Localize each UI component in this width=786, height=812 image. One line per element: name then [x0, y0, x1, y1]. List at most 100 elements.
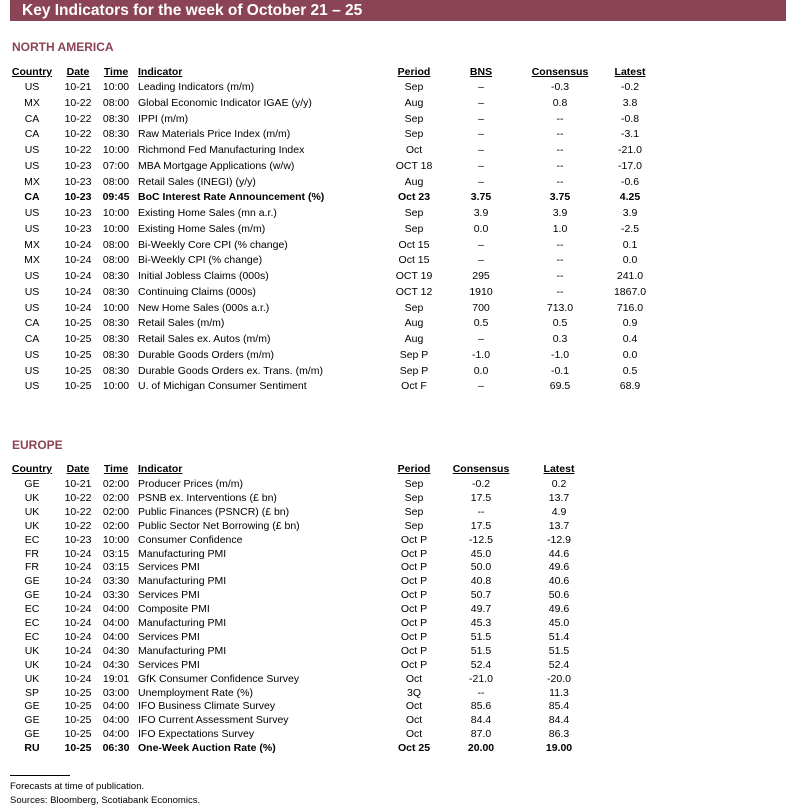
- table-row: FR 10-24 03:15 Services PMI Oct P 50.0 49.6: [0, 561, 786, 576]
- cell-time: 10:00: [102, 533, 130, 546]
- cell-date: 10-24: [64, 658, 92, 671]
- cell-latest: 0.2: [551, 478, 567, 490]
- cell-time: 08:00: [102, 96, 130, 109]
- cell-indicator: Raw Materials Price Index (m/m): [138, 128, 291, 141]
- cell-indicator: IPPI (m/m): [138, 112, 189, 125]
- cell-country: US: [24, 301, 40, 314]
- cell-bns: 1910: [469, 285, 493, 298]
- cell-consensus: 17.5: [470, 491, 492, 504]
- table-row: CA 10-23 09:45 BoC Interest Rate Announceme…: [0, 191, 786, 206]
- cell-latest: -12.9: [547, 533, 571, 546]
- table-header: Country Date Time Indicator Period Consensus L…: [0, 463, 786, 478]
- cell-country: US: [24, 364, 40, 377]
- cell-date: 10-24: [64, 672, 92, 685]
- cell-country: FR: [25, 561, 39, 574]
- cell-bns: –: [478, 175, 484, 188]
- cell-indicator: MBA Mortgage Applications (w/w): [138, 159, 295, 172]
- cell-time: 08:30: [102, 348, 130, 361]
- cell-indicator: U. of Michigan Consumer Sentiment: [138, 380, 307, 393]
- cell-period: Sep: [404, 478, 424, 490]
- cell-consensus: --: [556, 238, 564, 251]
- cell-time: 10:00: [102, 380, 130, 393]
- cell-latest: -3.1: [620, 128, 640, 141]
- cell-latest: 13.7: [548, 519, 570, 532]
- cell-indicator: Consumer Confidence: [138, 533, 243, 546]
- cell-indicator: Manufacturing PMI: [138, 575, 227, 588]
- table-row: EC 10-24 04:00 Manufacturing PMI Oct P 45.3 45…: [0, 617, 786, 632]
- cell-latest: 0.0: [622, 254, 638, 267]
- cell-bns: –: [478, 128, 484, 141]
- table-row: GE 10-21 02:00 Producer Prices (m/m) Sep -0.2…: [0, 478, 786, 493]
- cell-country: CA: [24, 317, 40, 330]
- cell-indicator: Retail Sales ex. Autos (m/m): [138, 333, 271, 345]
- cell-period: Oct P: [400, 603, 428, 616]
- table-row: CA 10-25 08:30 Retail Sales ex. Autos (m/m)…: [0, 333, 786, 348]
- cell-consensus: 3.9: [552, 207, 568, 219]
- column-header-period: Period: [397, 463, 431, 475]
- table-row: MX 10-24 08:00 Bi-Weekly Core CPI (% change…: [0, 239, 786, 254]
- table-row: SP 10-25 03:00 Unemployment Rate (%) 3Q -- 11.…: [0, 687, 786, 702]
- cell-period: Oct P: [400, 561, 428, 574]
- cell-country: UK: [24, 519, 40, 532]
- cell-period: Oct: [405, 714, 423, 727]
- cell-time: 09:45: [102, 191, 130, 204]
- cell-country: US: [24, 144, 40, 156]
- table-row: UK 10-24 04:30 Manufacturing PMI Oct P 51.5 51…: [0, 645, 786, 660]
- column-header-period: Period: [397, 66, 431, 78]
- cell-bns: –: [478, 96, 484, 109]
- cell-indicator: IFO Business Climate Survey: [138, 700, 276, 713]
- cell-latest: 84.4: [548, 714, 570, 727]
- cell-time: 04:30: [102, 644, 130, 657]
- cell-consensus: --: [556, 128, 564, 141]
- cell-indicator: Existing Home Sales (mn a.r.): [138, 207, 277, 219]
- cell-consensus: 17.5: [470, 519, 492, 532]
- table-row: US 10-24 10:00 New Home Sales (000s a.r.) Se…: [0, 302, 786, 317]
- cell-bns: -1.0: [471, 348, 491, 361]
- cell-time: 04:00: [102, 700, 130, 713]
- page-title: Key Indicators for the week of October 2…: [10, 0, 786, 21]
- table-row: MX 10-24 08:00 Bi-Weekly CPI (% change) Oct …: [0, 254, 786, 269]
- cell-indicator: Producer Prices (m/m): [138, 478, 244, 490]
- cell-date: 10-25: [64, 380, 92, 393]
- cell-country: UK: [24, 505, 40, 518]
- table-row: UK 10-22 02:00 PSNB ex. Interventions (£ bn…: [0, 492, 786, 507]
- cell-latest: 13.7: [548, 491, 570, 504]
- cell-date: 10-25: [64, 742, 92, 755]
- column-header-date: Date: [66, 66, 90, 78]
- section-heading-north-america: NORTH AMERICA: [12, 40, 114, 54]
- cell-latest: 86.3: [548, 728, 570, 741]
- cell-date: 10-25: [64, 728, 92, 741]
- cell-indicator: Bi-Weekly CPI (% change): [138, 254, 263, 267]
- cell-time: 06:30: [102, 742, 130, 755]
- table-row: US 10-23 07:00 MBA Mortgage Applications (w…: [0, 160, 786, 175]
- cell-period: Aug: [404, 317, 424, 330]
- table-row: CA 10-22 08:30 Raw Materials Price Index (m…: [0, 128, 786, 143]
- cell-country: UK: [24, 491, 40, 504]
- table-row: EC 10-24 04:00 Services PMI Oct P 51.5 51.4: [0, 631, 786, 646]
- cell-period: Oct P: [400, 533, 428, 546]
- cell-indicator: GfK Consumer Confidence Survey: [138, 672, 300, 685]
- cell-country: CA: [24, 333, 40, 345]
- cell-date: 10-24: [64, 617, 92, 629]
- cell-latest: 40.6: [548, 575, 570, 588]
- cell-bns: –: [478, 333, 484, 345]
- cell-period: Aug: [404, 333, 424, 345]
- cell-period: Aug: [404, 175, 424, 188]
- cell-time: 08:30: [102, 364, 130, 377]
- table-row: CA 10-22 08:30 IPPI (m/m) Sep – -- -0.8: [0, 113, 786, 128]
- cell-country: CA: [24, 128, 40, 141]
- cell-latest: -2.5: [620, 222, 640, 235]
- cell-date: 10-25: [64, 686, 92, 699]
- cell-indicator: Durable Goods Orders ex. Trans. (m/m): [138, 364, 323, 377]
- cell-time: 10:00: [102, 301, 130, 314]
- table-row: UK 10-22 02:00 Public Sector Net Borrowing …: [0, 520, 786, 535]
- cell-period: Sep P: [399, 364, 429, 377]
- cell-consensus: 0.5: [552, 317, 568, 330]
- cell-date: 10-23: [64, 159, 92, 172]
- cell-latest: 85.4: [548, 700, 570, 713]
- cell-time: 08:00: [102, 175, 130, 188]
- column-header-consensus: Consensus: [531, 66, 589, 78]
- cell-latest: 68.9: [619, 380, 641, 393]
- cell-country: FR: [25, 547, 39, 560]
- cell-period: Aug: [404, 96, 424, 109]
